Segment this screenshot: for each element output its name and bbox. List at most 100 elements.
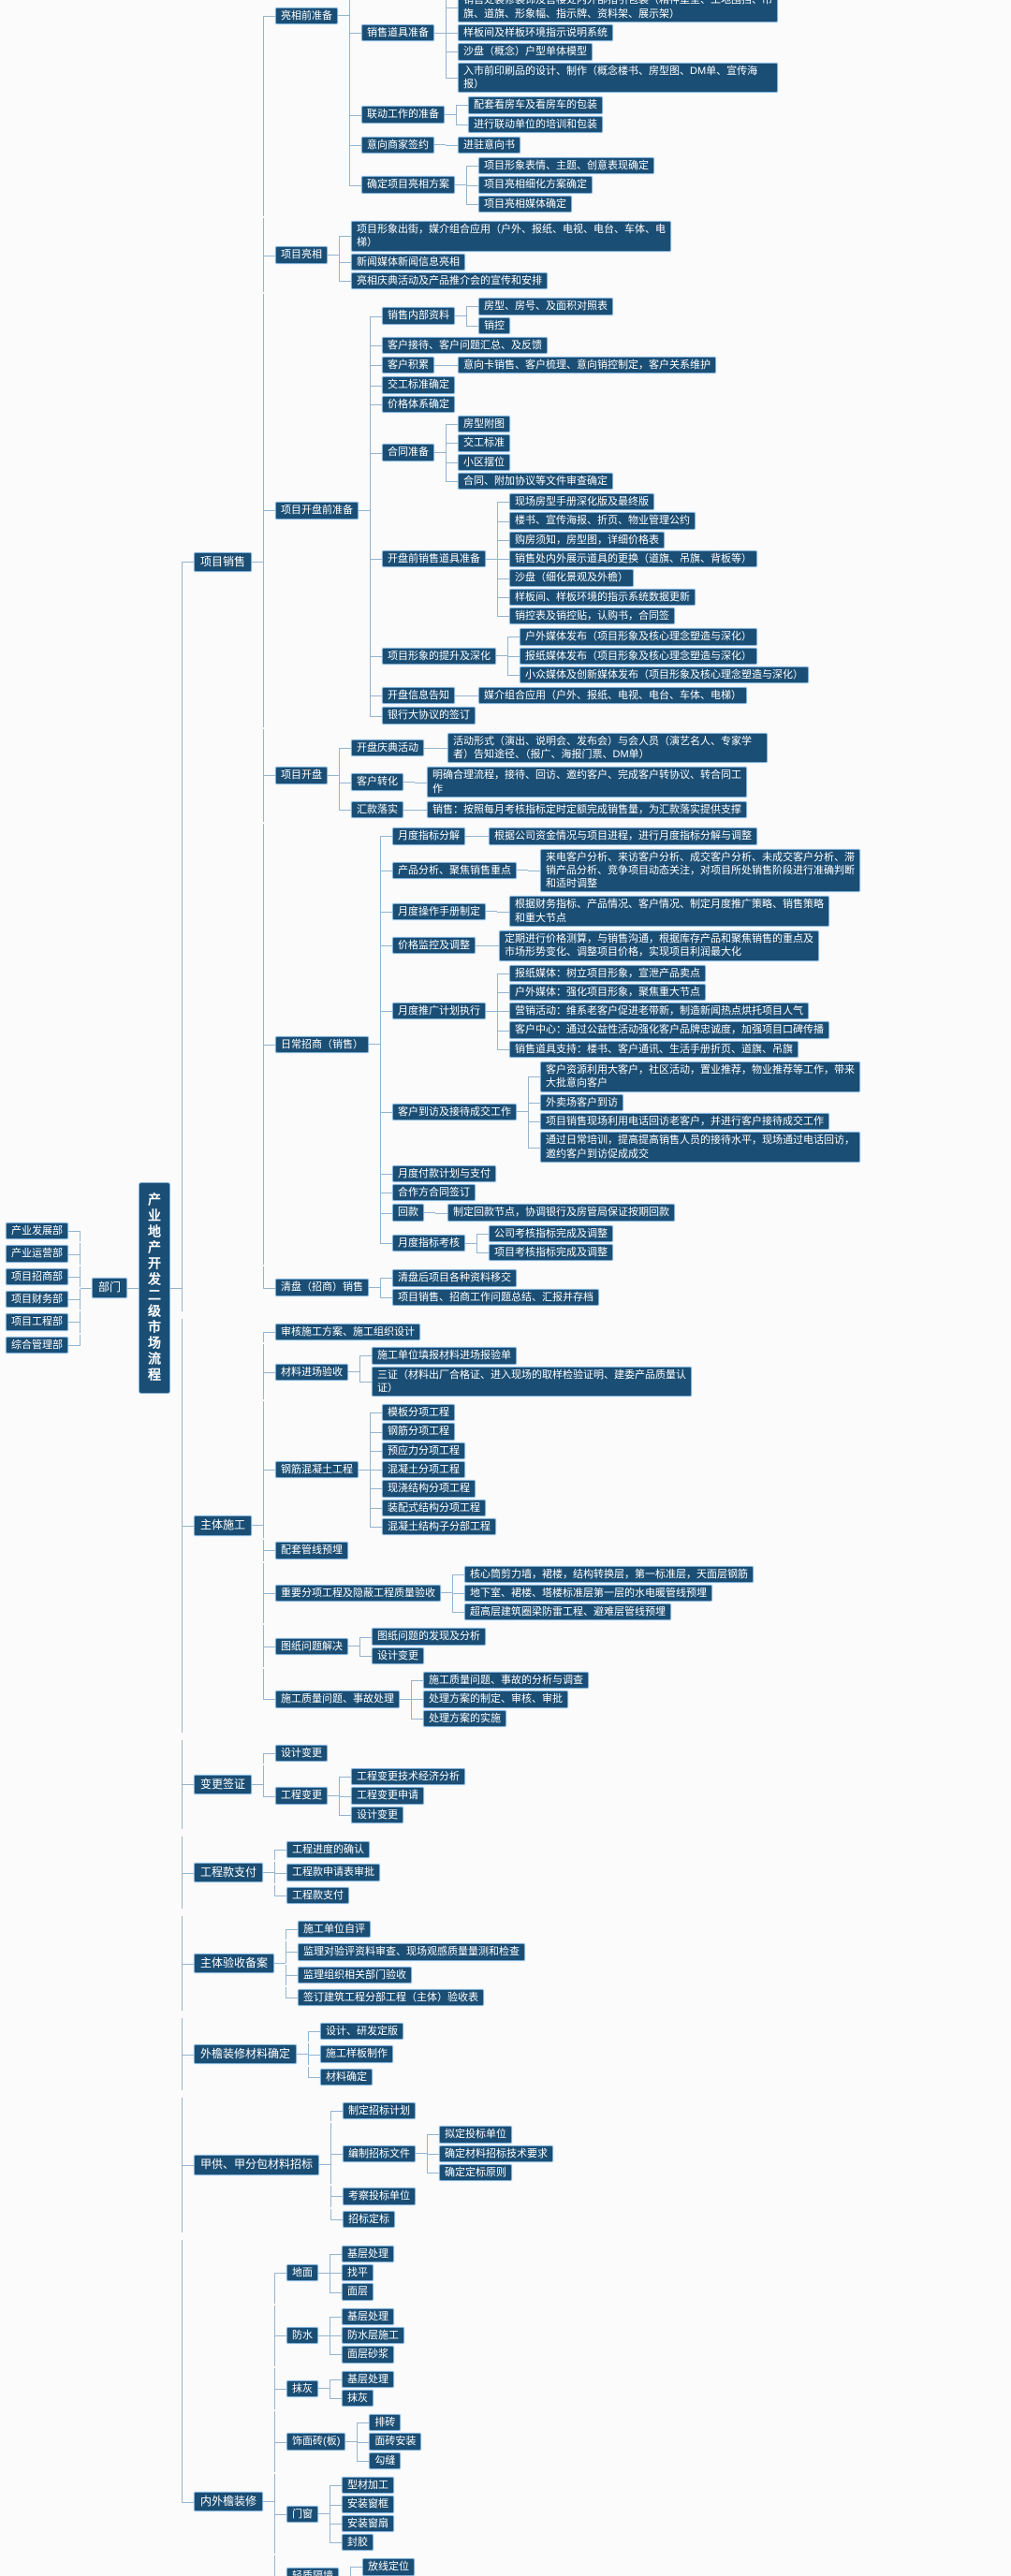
- mindmap-node: 钢筋分项工程: [382, 1423, 456, 1441]
- mindmap-branch: 亮相前准备项目推广定位确定项目名称、组团名称项目核心推广理念确定SLOGON确定…: [263, 0, 860, 217]
- mindmap-branch: 公司考核指标完成及调整: [476, 1224, 614, 1245]
- mindmap-branch: 招标定标: [330, 2208, 553, 2228]
- mindmap-node: 防水层施工: [342, 2327, 405, 2345]
- mindmap-branch: 产业运营部: [6, 1243, 81, 1266]
- mindmap-branch: 进驻意向书: [446, 136, 521, 154]
- mindmap-subtree: 户外媒体：强化项目形象，聚焦重大节点: [509, 983, 707, 1002]
- mindmap-subtree: 抹灰: [342, 2389, 374, 2408]
- mindmap-children: 项目销售 亮相前准备项目推广定位确定项目名称、组团名称项目核心推广理念确定SLOG…: [182, 0, 861, 2576]
- mindmap-node: 项目形象的提升及深化: [382, 647, 497, 665]
- mindmap-node: 清盘（招商）销售: [275, 1279, 370, 1296]
- mindmap-node: 媒介组合应用（户外、报纸、电视、电台、车体、电梯）: [478, 687, 748, 705]
- mindmap-node: 产业运营部: [6, 1245, 68, 1263]
- connector: [127, 1287, 139, 1289]
- mindmap-node: 变更签证: [194, 1774, 253, 1795]
- connector: [434, 452, 447, 454]
- mindmap-subtree: 拟定投标单位: [439, 2126, 513, 2144]
- mindmap-branch: 报纸媒体发布（项目形象及核心理念塑造与深化）: [507, 645, 809, 667]
- mindmap-node: 客户资源利用大客户，社区活动，置业推荐，物业推荐等工作，带来大批意向客户: [540, 1061, 861, 1092]
- mindmap-branch: 根据公司资金情况与项目进程，进行月度指标分解与调整: [476, 827, 758, 845]
- mindmap-children: 销售：按照每月考核指标定时定额完成销售量，为汇款落实提供支撑: [415, 800, 748, 819]
- mindmap-children: 放线定位隔墙砌筑及安装: [350, 2557, 446, 2576]
- mindmap-branch: 图纸问题的发现及分析: [359, 1628, 487, 1648]
- mindmap-branch: 工程变更技术经济分析: [339, 1768, 466, 1788]
- mindmap-branch: 制定招标计划: [330, 2102, 553, 2122]
- mindmap-branch: 工程变更 工程变更技术经济分析 工程变更申请 设计变更: [263, 1765, 466, 1824]
- mindmap-node: 项目销售现场利用电话回访老客户，并进行客户接待成交工作: [540, 1112, 830, 1131]
- mindmap-subtree: 根据财务指标、产品情况、客户情况、制定月度推广策略、销售策略和重大节点: [509, 896, 830, 927]
- mindmap-node: 配套管线预埋: [275, 1542, 349, 1559]
- mindmap-node: 亮相庆典活动及产品推介会的宣传和安排: [351, 271, 549, 290]
- mindmap-subtree: 内外檐装修 地面 基层处理 找平 面层 防水 基层处理 防水层施工 面层砂浆 抹灰 基层处理 抹灰 饰面…: [194, 2242, 446, 2576]
- connector: [328, 255, 340, 256]
- mindmap-branch: 客户积累 意向卡销售、客户梳理、意向销控制定，客户关系维护: [370, 354, 809, 377]
- mindmap-children: 房型、房号、及面积对照表 销控: [466, 297, 614, 335]
- mindmap-node: 型材加工: [342, 2477, 395, 2495]
- mindmap-subtree: 地面 基层处理 找平 面层: [286, 2245, 395, 2302]
- mindmap-node: 确定项目亮相方案: [361, 176, 456, 194]
- mindmap-children: 产业发展部 产业运营部 项目招商部 项目财务部 项目工程部 综合管理部: [6, 1220, 81, 1356]
- mindmap-children: 清盘后项目各种资料移交 项目销售、招商工作问题总结、汇报并存档: [380, 1268, 600, 1307]
- mindmap-children: 施工质量问题、事故的分析与调查 处理方案的制定、审核、审批 处理方案的实施: [411, 1671, 590, 1728]
- mindmap-branch: 报纸媒体：树立项目形象，宣泄产品卖点: [497, 964, 829, 985]
- mindmap-subtree: 来电客户分析、来访客户分析、成交客户分析、未成交客户分析、滞销产品分析、竞争项目…: [540, 848, 861, 893]
- mindmap-branch: 房型附图: [446, 415, 613, 435]
- mindmap-subtree: 安装窗扇: [342, 2514, 395, 2532]
- mindmap-node: 安装窗扇: [342, 2514, 395, 2532]
- mindmap-node: 设计变更: [275, 1744, 329, 1763]
- mindmap-node: 主体验收备案: [194, 1953, 275, 1974]
- mindmap-subtree: 基层处理: [342, 2307, 395, 2325]
- mindmap-node: 项目招商部: [6, 1267, 68, 1285]
- mindmap-subtree: 处理方案的实施: [423, 1709, 507, 1727]
- mindmap-node: 配套看房车及看房车的包装: [468, 96, 604, 114]
- mindmap-branch: 材料进场验收 施工单位填报材料进场报验单 三证（材料出厂合格证、进入现场的取样检验证…: [263, 1344, 754, 1400]
- mindmap-node: 客户转化: [351, 773, 404, 791]
- connector: [252, 1783, 264, 1785]
- mindmap-branch: 外卖场客户到访: [528, 1091, 860, 1114]
- mindmap-node: 封胶: [342, 2533, 374, 2552]
- connector: [338, 15, 350, 17]
- mindmap-subtree: 楼书、宣传海报、折页、物业管理公约: [509, 512, 696, 530]
- mindmap-subtree: 房型附图: [458, 415, 511, 433]
- mindmap-children: 亮相前准备项目推广定位确定项目名称、组团名称项目核心推广理念确定SLOGON确定…: [263, 0, 861, 1310]
- mindmap-branch: 营销活动：维系老客户促进老带新，制造新闻热点烘托项目人气: [497, 1001, 829, 1022]
- mindmap-node: 外卖场客户到访: [540, 1093, 624, 1111]
- mindmap-children: 设计变更 工程变更 工程变更技术经济分析 工程变更申请 设计变更: [263, 1742, 466, 1827]
- mindmap-branch: 房型、房号、及面积对照表: [466, 298, 614, 317]
- mindmap-subtree: 面层砂浆: [342, 2346, 395, 2364]
- mindmap-subtree: 产业运营部: [6, 1245, 68, 1263]
- mindmap-branch: 设计变更: [339, 1804, 465, 1824]
- mindmap-node: 回款: [392, 1204, 425, 1222]
- mindmap-node: 施工单位自评: [298, 1920, 372, 1939]
- mindmap-subtree: 小区摆位: [458, 453, 511, 471]
- mindmap-branch: 小众媒体及创新媒体发布（项目形象及核心理念塑造与深化）: [507, 664, 810, 684]
- mindmap-node: 日常招商（销售）: [275, 1035, 370, 1053]
- mindmap-children: 制定招标计划 编制招标文件 拟定投标单位 确定材料招标技术要求 确定定标原则 考察投标单位…: [330, 2100, 554, 2231]
- connector: [318, 2334, 330, 2336]
- connector: [441, 1592, 453, 1594]
- mindmap-branch: 地面 基层处理 找平 面层: [274, 2245, 446, 2304]
- mindmap-children: 媒介组合应用（户外、报纸、电视、电台、车体、电梯）: [466, 686, 748, 705]
- mindmap-subtree: 签订建筑工程分部工程（主体）验收表: [298, 1988, 485, 2007]
- mindmap-node: 工程进度的确认: [286, 1841, 371, 1859]
- mindmap-node: 甲供、甲分包材料招标: [194, 2155, 320, 2175]
- mindmap-branch: 拟定投标单位: [427, 2126, 553, 2145]
- mindmap-node: 地面: [286, 2264, 319, 2282]
- mindmap-branch: 项目亮相细化方案确定: [466, 174, 654, 197]
- mindmap-branch: 沙盘（细化景观及外檐）: [497, 567, 757, 589]
- mindmap-node: 客户接待、客户问题汇总、及反馈: [382, 336, 549, 355]
- mindmap-node: 基层处理: [342, 2307, 395, 2325]
- mindmap-node: 制定回款节点，协调银行及房管局保证按期回款: [447, 1204, 676, 1222]
- mindmap-branch: 设计变更: [263, 1744, 465, 1764]
- mindmap-subtree: 根据公司资金情况与项目进程，进行月度指标分解与调整: [489, 827, 758, 845]
- mindmap-branch: 甲供、甲分包材料招标 制定招标计划 编制招标文件 拟定投标单位 确定材料招标技术要求 确定…: [182, 2098, 860, 2232]
- mindmap-node: 来电客户分析、来访客户分析、成交客户分析、未成交客户分析、滞销产品分析、竞争项目…: [540, 848, 861, 893]
- mindmap-node: 面砖安装: [369, 2433, 422, 2451]
- mindmap-subtree: 审核施工方案、施工组织设计: [275, 1323, 421, 1341]
- mindmap-branch: 销售：按照每月考核指标定时定额完成销售量，为汇款落实提供支撑: [415, 800, 748, 819]
- mindmap-subtree: 防水 基层处理 防水层施工 面层砂浆: [286, 2307, 405, 2364]
- mindmap-node: 处理方案的实施: [423, 1709, 507, 1727]
- mindmap-subtree: 客户中心：通过公益性活动强化客户品牌忠诚度，加强项目口碑传播: [509, 1021, 830, 1039]
- mindmap-subtree: 合作方合同签订: [392, 1184, 476, 1202]
- mindmap-subtree: 施工质量问题、事故处理 施工质量问题、事故的分析与调查 处理方案的制定、审核、审批处…: [275, 1671, 590, 1728]
